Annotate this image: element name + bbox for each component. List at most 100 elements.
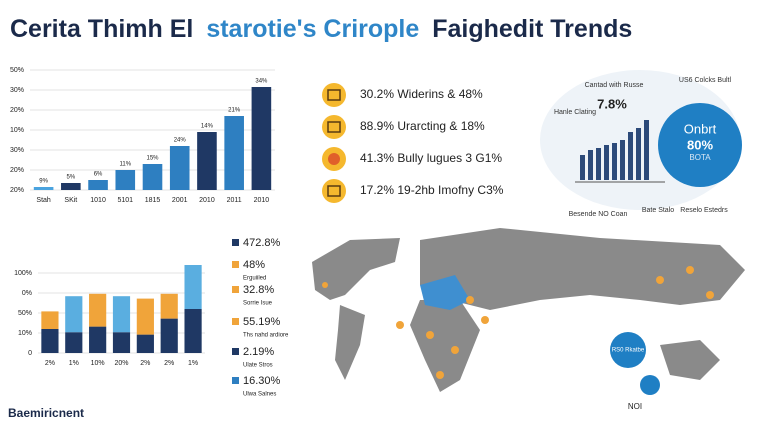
icon-glyph <box>327 89 341 101</box>
y-tick-label: 100% <box>14 270 32 277</box>
icon-glyph <box>327 185 341 197</box>
y-tick-label: 30% <box>10 87 24 94</box>
panel-note: Hanle Clating <box>554 109 596 116</box>
x-tick-label: 1% <box>188 360 198 367</box>
footer: Baemiricnent <box>8 406 84 420</box>
x-tick-label: 1815 <box>145 197 161 204</box>
y-tick-label: 10% <box>10 127 24 134</box>
bar-segment <box>112 332 131 353</box>
icon-glyph <box>328 153 340 165</box>
panel-note: Cantad with Russe <box>585 82 644 89</box>
bar <box>33 187 54 190</box>
icon <box>322 179 346 203</box>
stat: 30.2% Widerins & 48% <box>360 87 483 101</box>
x-tick-label: 2% <box>45 360 55 367</box>
circle-text: BOTA <box>689 153 711 162</box>
x-tick-label: 5101 <box>117 197 133 204</box>
bar <box>115 170 136 190</box>
bar <box>169 146 190 190</box>
panel-figure: 7.8% <box>597 96 627 111</box>
legend-note: Ulate Stros <box>243 363 273 369</box>
y-tick-label: 0 <box>28 350 32 357</box>
panel-foot: Besende NO Coan <box>569 211 628 218</box>
map-markers <box>322 266 714 379</box>
x-tick-label: 2010 <box>199 197 215 204</box>
legend-value: 55.19% <box>243 316 281 328</box>
x-tick-label: 20% <box>114 360 128 367</box>
y-tick-label: 0% <box>22 290 32 297</box>
y-tick-label: 20% <box>10 187 24 194</box>
bar-segment <box>65 296 83 333</box>
bar-annotation: 21% <box>228 108 241 114</box>
stat: 41.3% Bully lugues 3 G1% <box>360 151 502 165</box>
title-part: Cerita Thimh El <box>10 15 193 43</box>
map-label: NOI <box>628 402 642 411</box>
bar-segment <box>89 293 107 327</box>
legend-swatch <box>232 348 239 355</box>
title: Cerita Thimh El starotie's Crirople Faig… <box>10 15 632 43</box>
bar-segment <box>41 329 59 353</box>
legend-note: Erguiiled <box>243 276 266 282</box>
x-tick-label: 2001 <box>172 197 188 204</box>
bar-annotation: 9% <box>39 179 48 185</box>
x-tick-label: Stah <box>36 197 51 204</box>
panel-foot: Bate Stalo <box>642 207 674 214</box>
legend-swatch <box>232 318 239 325</box>
panel-note: US6 Colcks Bultl <box>679 77 732 84</box>
bar <box>251 87 272 190</box>
legend-swatch <box>232 377 239 384</box>
bar-segment <box>41 311 59 329</box>
icon-glyph <box>327 121 341 133</box>
y-tick-label: 20% <box>10 107 24 114</box>
bar-annotation: 11% <box>119 162 131 168</box>
bar-annotation: 15% <box>146 156 159 162</box>
bar <box>224 116 244 190</box>
map-bubble <box>610 332 646 368</box>
x-tick-label: 2% <box>164 360 174 367</box>
panel: Onbrt 80% BOTA Cantad with Russe 7.8% Ha… <box>540 70 742 218</box>
legend-value: 2.19% <box>243 346 274 358</box>
panel-bars <box>580 120 649 180</box>
map-label: RS0 Rkatbe <box>612 348 645 354</box>
legend-value: 16.30% <box>243 375 281 387</box>
bar-segment <box>89 326 107 353</box>
panel-circle <box>658 103 742 187</box>
bar-segment <box>160 293 178 319</box>
legend-note: Ulwa Salnes <box>243 392 276 398</box>
bar-annotation: 34% <box>255 79 268 85</box>
legend-value: 472.8% <box>243 237 281 249</box>
icon <box>322 83 346 107</box>
map-bubble <box>640 375 660 395</box>
bar <box>197 132 217 190</box>
legend-swatch <box>232 239 239 246</box>
y-tick-label: 30% <box>10 147 24 154</box>
legend-value: 48% <box>243 259 265 271</box>
bar-segment <box>65 332 83 353</box>
legend-note: Ths nahd ardiore <box>243 333 289 339</box>
bar <box>88 180 108 190</box>
bar-segment <box>160 318 178 353</box>
stat-icons <box>322 83 346 203</box>
x-tick-label: 2011 <box>227 197 242 204</box>
circle-text: Onbrt <box>684 121 717 136</box>
bar-annotation: 5% <box>66 175 75 181</box>
x-tick-label: 2% <box>140 360 150 367</box>
bar-segment <box>184 265 202 309</box>
icon <box>322 115 346 139</box>
title-part: Faighedit Trends <box>432 15 632 43</box>
y-tick-label: 10% <box>18 330 32 337</box>
legend-note: Sorrie Isue <box>243 301 273 307</box>
legend-swatch <box>232 261 239 268</box>
legend-swatch <box>232 286 239 293</box>
y-tick-label: 50% <box>10 67 24 74</box>
x-tick-label: 2010 <box>254 197 270 204</box>
bar <box>142 164 163 190</box>
bar-annotation: 14% <box>201 124 214 130</box>
world-map <box>312 228 745 392</box>
x-tick-label: 1% <box>69 360 79 367</box>
bar <box>61 183 81 190</box>
y-tick-label: 20% <box>10 167 24 174</box>
bar-annotation: 24% <box>174 138 187 144</box>
